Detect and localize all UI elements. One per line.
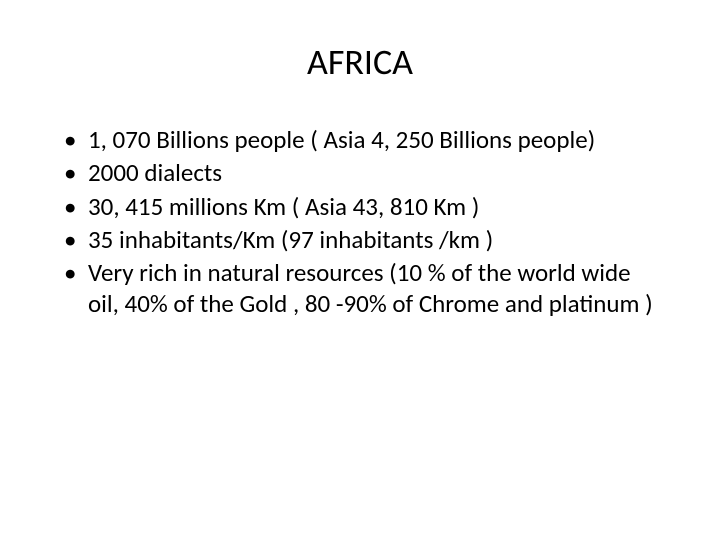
list-item: 35 inhabitants/Km (97 inhabitants /km ) bbox=[60, 224, 660, 255]
list-item: 30, 415 millions Km ( Asia 43, 810 Km ) bbox=[60, 191, 660, 222]
slide-title: AFRICA bbox=[60, 40, 660, 84]
list-item: Very rich in natural resources (10 % of … bbox=[60, 257, 660, 320]
list-item: 2000 dialects bbox=[60, 157, 660, 188]
bullet-list: 1, 070 Billions people ( Asia 4, 250 Bil… bbox=[60, 124, 660, 320]
slide-container: AFRICA 1, 070 Billions people ( Asia 4, … bbox=[0, 0, 720, 540]
list-item: 1, 070 Billions people ( Asia 4, 250 Bil… bbox=[60, 124, 660, 155]
